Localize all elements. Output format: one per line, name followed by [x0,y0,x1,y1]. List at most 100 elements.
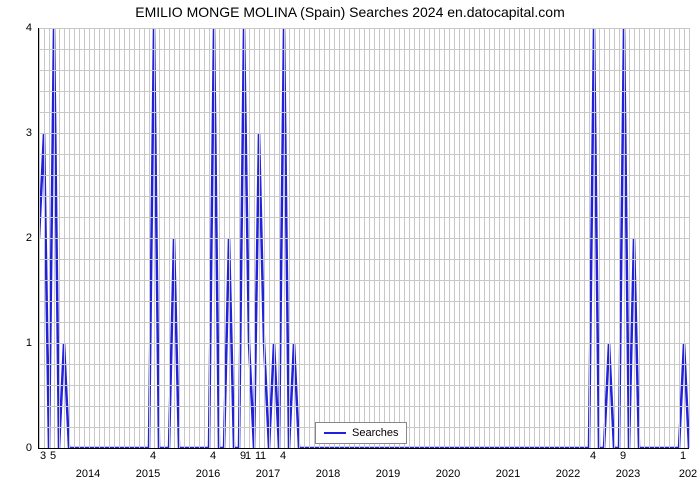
grid-line-v [219,28,220,448]
data-label: 3 [40,450,46,462]
grid-line-v [284,28,285,448]
grid-line-v [539,28,540,448]
data-label: 5 [50,450,56,462]
grid-line-v [359,28,360,448]
data-label: 1 [680,450,686,462]
x-year-label: 2018 [316,468,340,480]
grid-line-v [564,28,565,448]
data-label: 4 [210,450,216,462]
grid-line-v [434,28,435,448]
grid-line-v [464,28,465,448]
grid-line-v [49,28,50,448]
grid-line-v [94,28,95,448]
legend-label: Searches [352,427,398,439]
grid-line-v [664,28,665,448]
x-year-label: 2016 [196,468,220,480]
grid-line-v [69,28,70,448]
grid-line-v [184,28,185,448]
grid-line-v [429,28,430,448]
grid-line-v [389,28,390,448]
grid-line-v [649,28,650,448]
grid-line-v [354,28,355,448]
grid-line-v [534,28,535,448]
grid-line-v [339,28,340,448]
grid-line-v [299,28,300,448]
data-label: 4 [590,450,596,462]
x-year-label: 2019 [376,468,400,480]
grid-line-v [154,28,155,448]
grid-line-v [549,28,550,448]
x-year-label: 2017 [256,468,280,480]
grid-line-v [89,28,90,448]
grid-line-v [654,28,655,448]
grid-line-v [239,28,240,448]
grid-line-v [294,28,295,448]
grid-line-v [64,28,65,448]
data-label: 4 [280,450,286,462]
data-label: 1 [260,450,266,462]
grid-line-v [179,28,180,448]
grid-line-v [279,28,280,448]
grid-line-v [254,28,255,448]
grid-line-v [164,28,165,448]
grid-line-v [684,28,685,448]
x-year-label: 2020 [436,468,460,480]
grid-line-v [209,28,210,448]
grid-line-v [114,28,115,448]
x-year-label: 2015 [136,468,160,480]
grid-line-v [194,28,195,448]
grid-line-v [594,28,595,448]
grid-line-v [159,28,160,448]
grid-line-v [529,28,530,448]
chart-title: EMILIO MONGE MOLINA (Spain) Searches 202… [0,4,700,20]
grid-line-v [629,28,630,448]
grid-line-v [544,28,545,448]
grid-line-v [619,28,620,448]
grid-line-v [324,28,325,448]
grid-line-v [569,28,570,448]
grid-line-v [274,28,275,448]
legend: Searches [315,422,407,444]
grid-line-v [509,28,510,448]
grid-line-v [524,28,525,448]
grid-line-v [84,28,85,448]
grid-line-v [134,28,135,448]
grid-line-v [394,28,395,448]
grid-line-v [559,28,560,448]
grid-line-v [689,28,690,448]
grid-line-v [44,28,45,448]
grid-line-v [229,28,230,448]
grid-line-v [369,28,370,448]
grid-line-v [244,28,245,448]
grid-line-v [449,28,450,448]
grid-line-v [329,28,330,448]
grid-line-v [144,28,145,448]
y-tick-label: 0 [4,442,32,454]
grid-line-v [199,28,200,448]
grid-line-v [399,28,400,448]
grid-line-v [609,28,610,448]
data-label: 9 [620,450,626,462]
grid-line-v [234,28,235,448]
grid-line-v [189,28,190,448]
grid-line-v [459,28,460,448]
data-label: 4 [150,450,156,462]
grid-line-v [304,28,305,448]
grid-line-v [474,28,475,448]
grid-line-v [264,28,265,448]
grid-line-v [624,28,625,448]
grid-line-v [579,28,580,448]
grid-line-v [169,28,170,448]
grid-line-v [469,28,470,448]
grid-line-v [574,28,575,448]
grid-line-v [479,28,480,448]
grid-line-v [214,28,215,448]
grid-line-v [379,28,380,448]
grid-line-v [454,28,455,448]
grid-line-v [39,28,40,448]
grid-line-v [124,28,125,448]
x-year-label: 2014 [76,468,100,480]
y-tick-label: 4 [4,22,32,34]
grid-line-v [104,28,105,448]
legend-swatch [324,432,346,434]
